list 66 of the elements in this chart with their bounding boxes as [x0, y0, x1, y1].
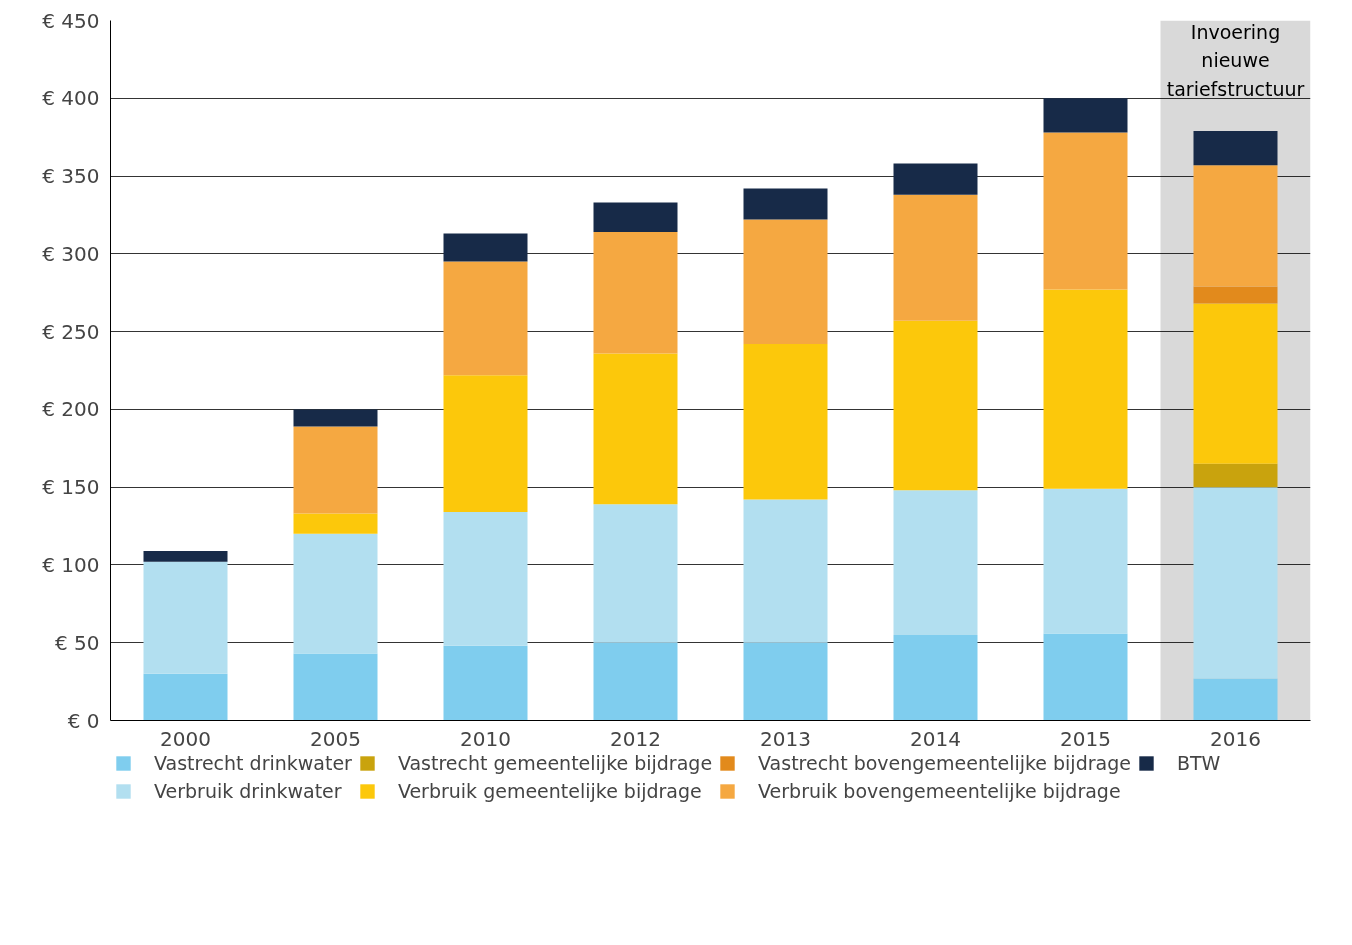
bar: [893, 194, 978, 321]
bar: [743, 344, 828, 500]
bar: [143, 673, 228, 721]
y-tick-label: € 150: [42, 475, 100, 500]
bar: [743, 499, 828, 643]
y-tick-label: € 450: [42, 8, 100, 33]
bar: [893, 490, 978, 635]
legend-label: Vastrecht drinkwater: [154, 752, 352, 774]
x-tick-label: 2015: [1060, 726, 1111, 751]
legend-label: Verbruik gemeentelijke bijdrage: [397, 780, 702, 802]
x-tick-label: 2013: [760, 726, 811, 751]
x-tick-label: 2016: [1210, 726, 1261, 751]
bar: [593, 353, 678, 505]
y-tick-label: € 200: [42, 397, 100, 422]
x-tick-label: 2000: [160, 726, 211, 751]
bar: [293, 513, 378, 534]
bar: [443, 645, 528, 721]
y-tick-label: € 300: [42, 241, 100, 266]
band-label: Invoering nieuwe tariefstructuur: [1166, 20, 1305, 100]
bar: [1193, 678, 1278, 721]
y-tick-label: € 250: [42, 319, 100, 344]
legend-label: Verbruik drinkwater: [154, 780, 342, 802]
bar: [293, 653, 378, 721]
bar: [593, 642, 678, 721]
bar: [1043, 488, 1128, 634]
bar: [1193, 463, 1278, 488]
bar: [1043, 132, 1128, 290]
bar: [593, 232, 678, 354]
bar: [1193, 165, 1278, 287]
y-tick-label: € 400: [42, 86, 100, 111]
y-tick-label: € 350: [42, 164, 100, 189]
bar: [293, 409, 378, 427]
bar: [893, 320, 978, 491]
legend-label: Vastrecht bovengemeentelijke bijdrage: [758, 752, 1131, 774]
y-tick-label: € 0: [67, 708, 100, 733]
bar: [293, 426, 378, 514]
bar: [1193, 286, 1278, 304]
bar: [1193, 487, 1278, 679]
bar: [743, 188, 828, 220]
bar: [443, 375, 528, 513]
x-tick-label: 2014: [910, 726, 961, 751]
bar: [1193, 130, 1278, 166]
bar: [743, 219, 828, 345]
bar: [1193, 303, 1278, 464]
bar: [1043, 98, 1128, 133]
bar: [1043, 633, 1128, 721]
bar: [443, 512, 528, 646]
y-tick-label: € 50: [54, 630, 100, 655]
bar: [893, 634, 978, 721]
bar: [1043, 289, 1128, 489]
bar: [443, 261, 528, 376]
bar: [143, 550, 228, 562]
x-tick-label: 2005: [310, 726, 361, 751]
y-tick-label: € 100: [42, 552, 100, 577]
bar: [593, 202, 678, 233]
bar: [743, 642, 828, 721]
legend-label: Vastrecht gemeentelijke bijdrage: [397, 752, 713, 774]
legend-label: BTW: [1176, 752, 1221, 774]
bar: [143, 561, 228, 674]
x-tick-label: 2012: [610, 726, 661, 751]
legend-label: Verbruik bovengemeentelijke bijdrage: [758, 780, 1121, 802]
bar: [293, 533, 378, 654]
bar: [893, 163, 978, 195]
bar: [443, 233, 528, 262]
bar: [593, 504, 678, 643]
x-tick-label: 2010: [460, 726, 511, 751]
